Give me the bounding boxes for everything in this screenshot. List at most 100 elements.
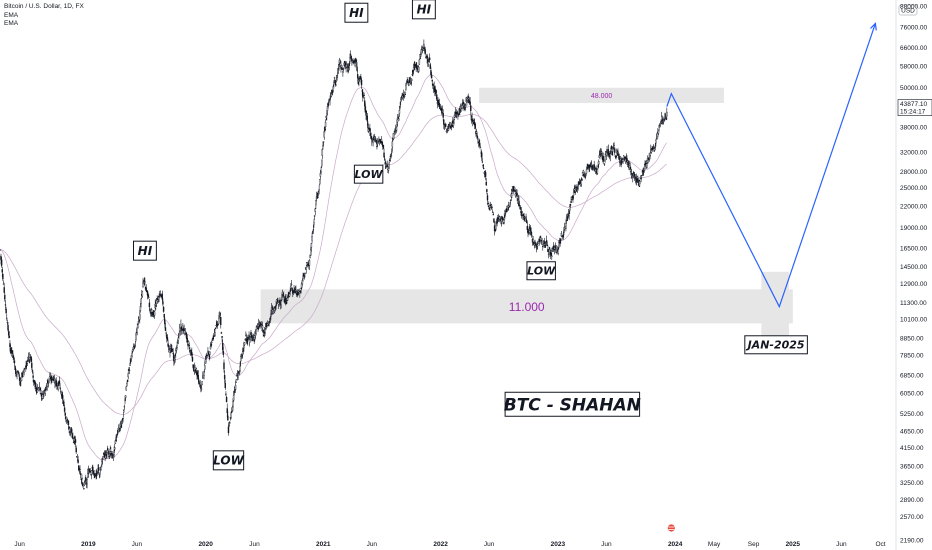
price-tick-label: 50000.00 [900,85,927,92]
candle-body [531,235,533,237]
candle-body [114,447,116,450]
candle-body [595,167,597,170]
candle-body [536,244,539,247]
price-tick-label: 32000.00 [900,150,927,157]
candle-body [431,79,433,82]
currency-label: USD [901,8,915,15]
candle-body [179,330,181,332]
candle-body [445,130,448,132]
price-axis[interactable]: USD 2190.00 2570.00 2890.00 3250.00 3650.00 41… [895,0,932,550]
candle-body [4,294,6,300]
candle-body [289,290,291,292]
candle-body [262,329,264,333]
candle-body [162,306,165,312]
candle-body [164,327,167,331]
candle-body [200,388,203,390]
annotation-box[interactable] [744,335,808,355]
candle-body [0,259,3,266]
candle-body [115,436,118,438]
candle-body [31,370,34,372]
candle-body [391,141,394,148]
zone-3[interactable] [761,271,789,342]
candle-body [278,303,280,305]
price-tick-label: 8850.00 [900,335,924,342]
price-tick-label: 5250.00 [900,411,924,418]
candle-body [148,296,150,299]
ema-line-1 [0,74,667,461]
candle-body [404,94,406,96]
candle-body [321,149,324,156]
ema-indicator-1[interactable]: EMA [4,11,19,19]
candle-body [8,335,11,339]
candle-body [227,415,229,421]
candle-body [26,361,29,364]
candle-body [32,375,34,378]
candle-body [243,342,246,346]
candle-body [7,325,9,331]
annotation-box[interactable] [411,0,436,20]
candle-body [649,155,651,157]
candle-body [320,159,323,167]
candle-body [424,49,426,54]
candle-body [558,242,560,248]
ema-line-2 [0,113,667,415]
candle-body [565,223,567,229]
candle-body [313,215,316,217]
ema-indicator-2[interactable]: EMA [4,20,19,27]
candle-body [86,479,88,485]
us-flag-icon[interactable] [666,523,676,533]
candle-body [97,467,100,471]
currency-button[interactable] [898,4,918,16]
candle-body [305,267,307,270]
candle-body [139,306,142,311]
time-axis[interactable]: Jun 2019 Jun 2020 Jun 2021 Jun 2022 Jun 2023 Jun 20… [14,523,886,548]
annotation-box[interactable] [344,2,369,23]
time-tick-label: Oct [875,541,885,548]
candle-body [481,152,483,158]
candle-body [445,123,447,127]
candle-body [308,260,311,266]
candle-body [58,380,61,384]
candle-body [249,339,251,343]
price-tick-label: 19000.00 [900,225,927,232]
price-tick-label: 16500.00 [900,245,927,252]
candle-body [197,374,199,380]
candle-body [290,283,293,285]
candle-body [366,115,369,122]
candle-body [410,78,413,82]
candle-body [261,325,264,329]
candle-body [176,344,178,348]
time-tick-label: May [708,541,721,548]
price-tick-label: 28000.00 [900,169,927,176]
candle-body [229,422,231,424]
candle-body [482,168,485,170]
candle-body [313,221,315,225]
candle-body [495,225,497,230]
candle-body [448,127,450,129]
candle-body [502,218,504,221]
price-tick-label: 2190.00 [900,537,924,544]
candle-body [11,350,14,354]
price-tick-label: 4150.00 [900,445,924,452]
candle-body [178,334,180,337]
candle-body [356,74,359,79]
annotation-box[interactable] [526,261,556,281]
last-price-label: 43877.10 [900,101,927,108]
candle-body [126,379,129,382]
projection-line[interactable] [666,23,876,309]
annotation-box[interactable] [132,240,157,261]
annotation-box[interactable] [353,164,384,184]
zone-1[interactable] [479,87,725,103]
candle-body [158,295,160,298]
candle-body [244,339,246,341]
candle-body [405,83,408,86]
zone-2[interactable] [260,289,793,324]
time-tick-label: 2020 [198,541,213,548]
annotation-box[interactable] [504,391,641,417]
candle-body [195,368,198,371]
annotation-box[interactable] [212,450,245,471]
symbol-title[interactable]: Bitcoin / U.S. Dollar, 1D, FX [4,3,84,10]
candle-body [383,158,386,160]
candle-body [610,146,613,150]
